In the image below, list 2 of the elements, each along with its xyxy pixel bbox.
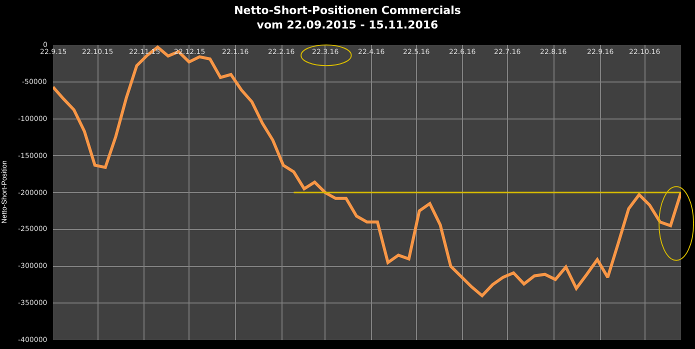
chart-title: Netto-Short-Positionen Commercials [234, 4, 462, 17]
chart-subtitle: vom 22.09.2015 - 15.11.2016 [256, 18, 439, 32]
